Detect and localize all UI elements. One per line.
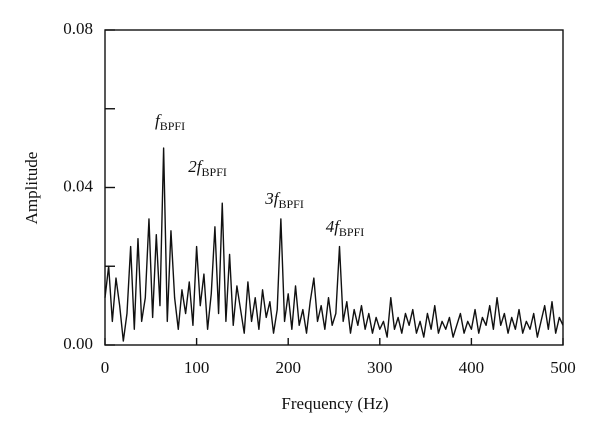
annotation-subscript: BPFI: [278, 197, 303, 211]
annotation-symbol: 4f: [326, 217, 342, 236]
annotation-subscript: BPFI: [339, 225, 364, 239]
annotation: 2fBPFI: [188, 157, 227, 179]
x-tick-label: 300: [367, 358, 393, 377]
y-tick-label: 0.08: [63, 19, 93, 38]
annotation-subscript: BPFI: [160, 119, 185, 133]
x-tick-label: 500: [550, 358, 576, 377]
y-tick-label: 0.00: [63, 334, 93, 353]
y-tick-label: 0.04: [63, 176, 93, 195]
x-tick-label: 0: [101, 358, 110, 377]
annotation-symbol: f: [155, 111, 162, 130]
x-axis-label: Frequency (Hz): [281, 394, 388, 413]
plot-frame: [104, 29, 564, 346]
spectrum-line: [104, 147, 564, 342]
x-tick-label: 200: [275, 358, 301, 377]
annotation: fBPFI: [155, 111, 185, 133]
annotation-subscript: BPFI: [202, 165, 227, 179]
annotation: 4fBPFI: [326, 217, 365, 239]
annotation-symbol: 3f: [264, 189, 281, 208]
annotation: 3fBPFI: [264, 189, 304, 211]
x-tick-label: 400: [459, 358, 485, 377]
annotation-symbol: 2f: [188, 157, 204, 176]
x-tick-label: 100: [184, 358, 210, 377]
y-axis-label: Amplitude: [22, 152, 41, 225]
